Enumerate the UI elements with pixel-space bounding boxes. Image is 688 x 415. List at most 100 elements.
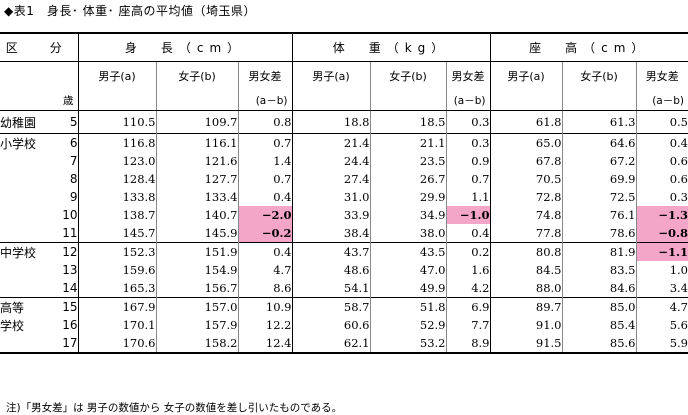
male-value-cell: 67.8: [489, 152, 562, 170]
school-level-cell: [0, 188, 52, 206]
male-value-cell: 77.8: [489, 224, 562, 243]
difference-cell: 0.4: [237, 188, 292, 206]
age-cell: 11: [62, 226, 78, 240]
male-value-cell: 80.8: [489, 242, 562, 261]
female-value-cell: 83.5: [561, 261, 636, 279]
male-value-cell: 159.6: [77, 261, 156, 279]
table-row: 8 128.4 127.7 0.7 27.4 26.7 0.7 70.5 69.9 0.6: [0, 170, 688, 188]
difference-cell: 0.3: [445, 110, 490, 134]
female-value-cell: 38.0: [369, 224, 446, 243]
table-title: ◆表1 身長･ 体重･ 座高の平均値（埼玉県）: [4, 4, 256, 18]
col-female-header: 女子(b): [369, 61, 446, 90]
school-level-cell: 小学校: [0, 133, 52, 152]
average-values-table: 区 分 身 長（cm） 体 重（kg） 座 高（cm） 男子(a) 女子(b) …: [0, 32, 688, 354]
age-header: 歳: [0, 90, 78, 111]
difference-cell: 0.8: [237, 110, 292, 134]
difference-cell: 8.9: [445, 334, 490, 354]
table-row: 高等 15 167.9 157.0 10.9 58.7 51.8 6.9 89.7 85.0 4.7: [0, 297, 688, 316]
male-value-cell: 84.5: [489, 261, 562, 279]
difference-cell: −0.8: [635, 224, 688, 243]
age-cell: 14: [62, 281, 78, 295]
difference-cell: 0.4: [635, 133, 688, 152]
weight-group-header: 体 重（kg）: [291, 32, 490, 62]
school-level-cell: 学校: [0, 318, 25, 333]
difference-cell: −1.3: [635, 206, 688, 224]
table-row: 17 170.6 158.2 12.4 62.1 53.2 8.9 91.5 85.6 5.9: [0, 334, 688, 354]
female-value-cell: 64.6: [561, 133, 636, 152]
table-row: 14 165.3 156.7 8.6 54.1 49.9 4.2 88.0 84.6 3.4: [0, 279, 688, 298]
difference-cell: −1.1: [635, 242, 688, 261]
sitting-height-group-header: 座 高（cm）: [489, 32, 688, 62]
female-value-cell: 29.9: [369, 188, 446, 206]
male-value-cell: 165.3: [77, 279, 156, 298]
difference-cell: 0.3: [635, 188, 688, 206]
footnote: 注)「男女差」は 男子の数値から 女子の数値を差し引いたものである。: [6, 402, 343, 414]
col-female-header: 女子(b): [155, 61, 238, 90]
kubun-header: 区 分: [0, 32, 78, 62]
difference-cell: 7.7: [445, 316, 490, 334]
difference-cell: 1.6: [445, 261, 490, 279]
school-level-cell: [0, 170, 52, 188]
difference-cell: 5.9: [635, 334, 688, 354]
female-value-cell: 154.9: [155, 261, 238, 279]
female-value-cell: 140.7: [155, 206, 238, 224]
female-value-cell: 157.9: [155, 316, 238, 334]
difference-cell: 0.3: [445, 133, 490, 152]
difference-cell: 12.4: [237, 334, 292, 354]
age-cell: 15: [52, 297, 78, 316]
empty-cell: [489, 90, 562, 111]
female-value-cell: 76.1: [561, 206, 636, 224]
difference-cell: 10.9: [237, 297, 292, 316]
male-value-cell: 89.7: [489, 297, 562, 316]
difference-cell: 12.2: [237, 316, 292, 334]
age-cell: 17: [52, 334, 78, 354]
female-value-cell: 72.5: [561, 188, 636, 206]
school-level-cell: 中学校: [0, 242, 52, 261]
male-value-cell: 128.4: [77, 170, 156, 188]
female-value-cell: 127.7: [155, 170, 238, 188]
age-cell: 12: [52, 242, 78, 261]
male-value-cell: 170.6: [77, 334, 156, 354]
diff-formula: (a－b): [237, 90, 292, 111]
age-cell: 13: [62, 263, 78, 277]
diff-formula: (a－b): [635, 90, 688, 111]
school-level-cell: [0, 334, 52, 354]
school-level-cell: [0, 152, 52, 170]
difference-cell: 0.6: [635, 170, 688, 188]
female-value-cell: 53.2: [369, 334, 446, 354]
male-value-cell: 72.8: [489, 188, 562, 206]
male-value-cell: 91.0: [489, 316, 562, 334]
table-row: 幼稚園 5 110.5 109.7 0.8 18.8 18.5 0.3 61.8 61.3 0.5: [0, 110, 688, 134]
female-value-cell: 133.4: [155, 188, 238, 206]
female-value-cell: 49.9: [369, 279, 446, 298]
age-cell: 16: [62, 318, 78, 332]
female-value-cell: 157.0: [155, 297, 238, 316]
difference-cell: 0.7: [445, 170, 490, 188]
male-value-cell: 167.9: [77, 297, 156, 316]
female-value-cell: 23.5: [369, 152, 446, 170]
male-value-cell: 27.4: [291, 170, 370, 188]
female-value-cell: 69.9: [561, 170, 636, 188]
col-diff-header: 男女差: [237, 61, 292, 90]
school-level-cell: 幼稚園: [0, 110, 52, 134]
difference-cell: 0.7: [237, 170, 292, 188]
difference-cell: 4.7: [635, 297, 688, 316]
male-value-cell: 74.8: [489, 206, 562, 224]
age-cell: 6: [52, 133, 78, 152]
empty-cell: [155, 90, 238, 111]
male-value-cell: 88.0: [489, 279, 562, 298]
male-value-cell: 21.4: [291, 133, 370, 152]
female-value-cell: 158.2: [155, 334, 238, 354]
female-value-cell: 34.9: [369, 206, 446, 224]
male-value-cell: 58.7: [291, 297, 370, 316]
age-cell: 5: [52, 110, 78, 134]
empty-cell: [369, 90, 446, 111]
height-group-header: 身 長（cm）: [77, 32, 292, 62]
difference-cell: −1.0: [445, 206, 490, 224]
female-value-cell: 109.7: [155, 110, 238, 134]
table-row: 7 123.0 121.6 1.4 24.4 23.5 0.9 67.8 67.2 0.6: [0, 152, 688, 170]
female-value-cell: 18.5: [369, 110, 446, 134]
female-value-cell: 151.9: [155, 242, 238, 261]
male-value-cell: 110.5: [77, 110, 156, 134]
school-level-cell: [0, 206, 52, 224]
